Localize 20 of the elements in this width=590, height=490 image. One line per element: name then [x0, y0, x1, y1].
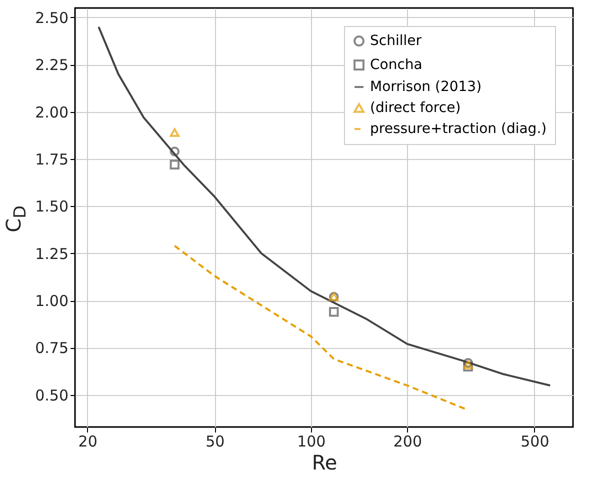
legend-label: pressure+traction (diag.)	[370, 121, 547, 137]
legend-label: Concha	[370, 57, 422, 73]
y-tick-label: 0.50	[35, 386, 68, 404]
y-tick-label: 1.75	[35, 150, 68, 168]
x-tick-label: 50	[206, 432, 225, 450]
x-tick-label: 500	[520, 432, 550, 450]
y-tick-label: 0.75	[35, 339, 68, 358]
y-tick-label: 1.25	[35, 244, 68, 263]
x-tick-label: 20	[78, 432, 98, 450]
y-tick-label: 2.00	[35, 103, 68, 122]
legend-label: Schiller	[370, 33, 422, 49]
legend-label: (direct force)	[370, 100, 461, 116]
legend-label: Morrison (2013)	[370, 79, 482, 95]
x-axis-title: Re	[312, 450, 338, 474]
y-tick-label: 1.00	[35, 292, 68, 310]
y-tick-label: 1.50	[35, 198, 68, 216]
y-tick-label: 2.50	[35, 8, 68, 27]
x-tick-label: 100	[297, 432, 326, 450]
x-tick-label: 200	[393, 432, 422, 450]
y-tick-label: 2.25	[35, 56, 68, 74]
